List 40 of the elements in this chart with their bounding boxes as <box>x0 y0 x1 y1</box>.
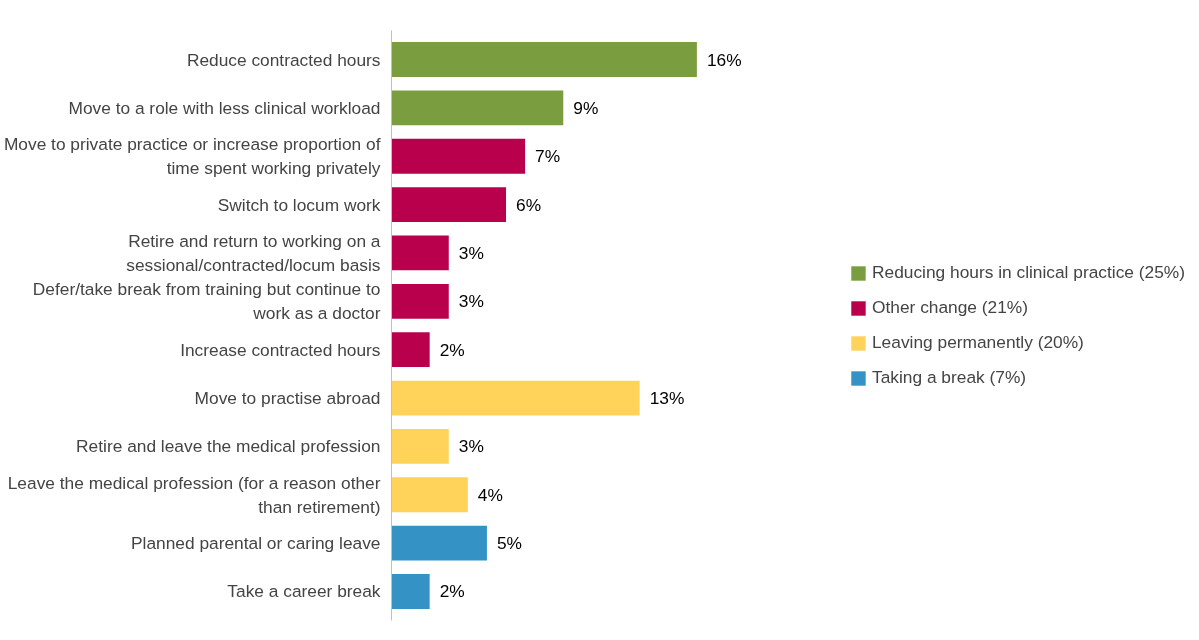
data-label: 6% <box>516 194 542 215</box>
y-tick-label: Move to a role with less clinical workload <box>68 97 381 118</box>
y-tick-label: Take a career break <box>227 581 381 602</box>
bar <box>391 428 449 464</box>
data-label: 9% <box>573 97 599 118</box>
data-label: 2% <box>439 339 465 360</box>
y-tick-label: Increase contracted hours <box>180 339 381 360</box>
bar <box>391 283 449 319</box>
y-tick-label: Retire and leave the medical profession <box>76 436 381 457</box>
y-tick-label: Leave the medical profession (for a reason other than retirement) <box>7 472 381 517</box>
data-label: 3% <box>458 436 484 457</box>
bar <box>391 477 468 513</box>
bar <box>391 380 640 416</box>
data-label: 16% <box>706 49 742 70</box>
y-tick-label: Planned parental or caring leave <box>131 533 381 554</box>
bar <box>391 332 430 368</box>
data-label: 4% <box>477 484 503 505</box>
bar <box>391 187 507 223</box>
data-label: 13% <box>649 388 685 409</box>
legend-label: Other change (21%) <box>871 297 1029 318</box>
y-tick-label: Reduce contracted hours <box>186 49 381 70</box>
y-tick-label: Defer/take break from training but continue to work as a doctor <box>32 279 381 324</box>
data-label: 3% <box>458 291 484 312</box>
legend-label: Reducing hours in clinical practice (25%) <box>871 262 1185 283</box>
y-tick-label: Move to practise abroad <box>194 388 381 409</box>
y-tick-label: Retire and return to working on a sessional/contracted/locum basis <box>126 230 381 275</box>
bar <box>391 42 697 77</box>
bar <box>391 90 564 126</box>
data-label: 3% <box>458 242 484 263</box>
bar <box>391 525 487 561</box>
legend-label: Taking a break (7%) <box>871 367 1027 388</box>
legend-label: Leaving permanently (20%) <box>871 332 1084 353</box>
bar <box>391 574 430 609</box>
data-label: 7% <box>535 146 561 167</box>
data-label: 5% <box>496 533 522 554</box>
data-label: 2% <box>439 581 465 602</box>
y-tick-label: Move to private practice or increase proportion of time spent working privately <box>3 134 381 179</box>
bar <box>391 138 526 174</box>
y-tick-label: Switch to locum work <box>217 194 381 215</box>
bar <box>391 235 449 271</box>
